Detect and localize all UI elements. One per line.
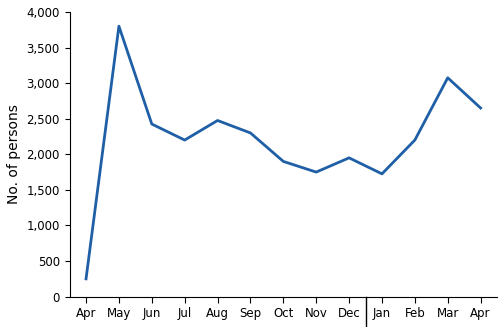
Y-axis label: No. of persons: No. of persons: [7, 104, 21, 204]
